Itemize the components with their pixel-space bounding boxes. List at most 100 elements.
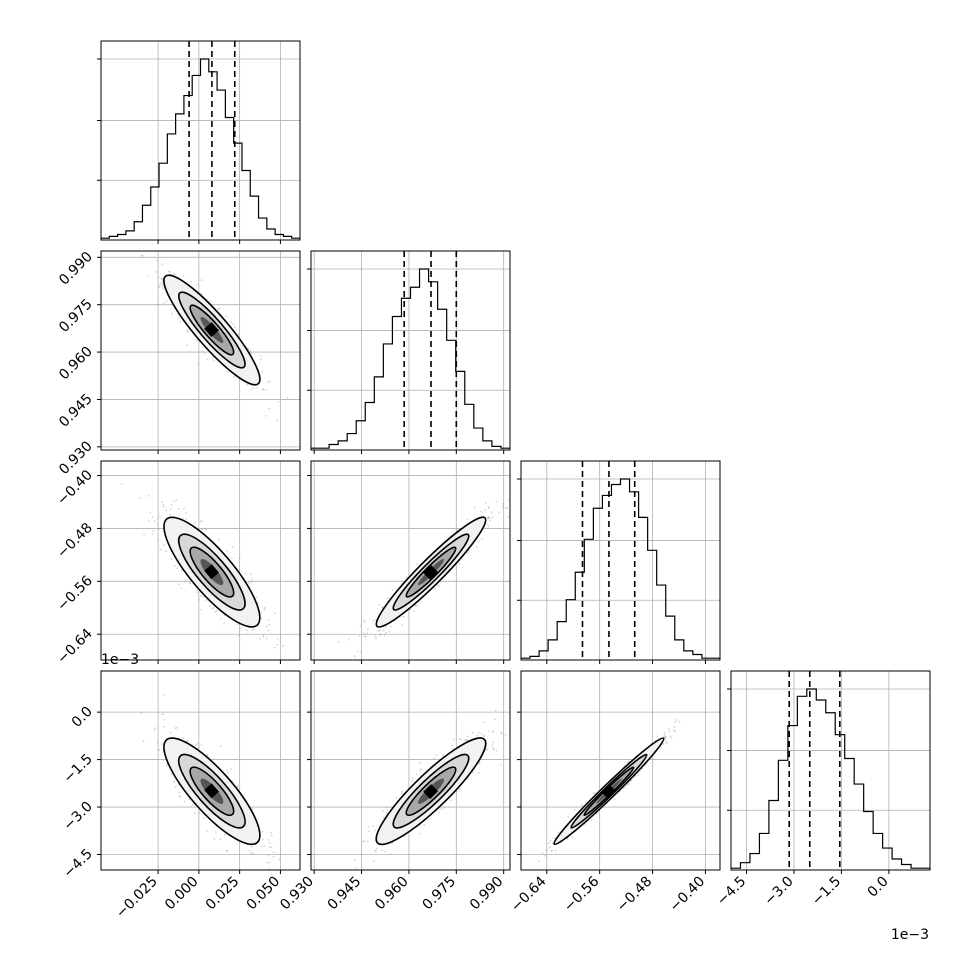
scatter-point	[165, 550, 168, 553]
scatter-point	[264, 389, 267, 391]
scatter-point	[416, 563, 419, 565]
scatter-point	[186, 331, 189, 333]
tick-label-y-1-3: 0.975	[56, 296, 96, 336]
scatter-point	[217, 308, 220, 310]
scatter-point	[358, 634, 361, 637]
scatter-point	[178, 316, 180, 319]
scatter-point	[191, 804, 194, 806]
scatter-point	[231, 546, 234, 549]
scatter-point	[464, 739, 467, 742]
scatter-point	[439, 808, 441, 810]
scatter-point	[436, 584, 439, 586]
scatter-point	[481, 733, 484, 736]
tick-label-y-2-3: −0.40	[54, 467, 96, 509]
scatter-point	[467, 550, 470, 552]
scatter-point	[258, 637, 261, 640]
scatter-point	[149, 512, 152, 514]
scatter-point	[161, 263, 164, 266]
scatter-point	[267, 381, 269, 384]
scatter-point	[498, 511, 500, 514]
scatter-point	[487, 516, 490, 518]
scatter-point	[402, 615, 405, 618]
scatter-point	[381, 606, 384, 608]
scatter-point	[420, 601, 423, 603]
scatter-point	[250, 388, 253, 391]
scatter-point	[249, 853, 252, 855]
scatter-point	[178, 791, 181, 794]
scatter-point	[276, 419, 279, 422]
scatter-point	[366, 628, 369, 630]
scatter-point	[512, 712, 514, 714]
scatter-point	[491, 744, 494, 746]
scatter-point	[656, 735, 659, 738]
scatter-point	[184, 512, 187, 514]
scatter-point	[156, 303, 159, 306]
scatter-point	[486, 516, 489, 519]
scatter-point	[290, 878, 292, 880]
scatter-point	[201, 350, 204, 353]
scatter-point	[270, 831, 272, 834]
scatter-point	[636, 774, 639, 777]
scatter-point	[194, 521, 197, 524]
contours-3-1	[375, 737, 487, 846]
scatter-point	[226, 769, 229, 771]
scatter-point	[263, 845, 266, 848]
scatter-point	[199, 520, 202, 523]
scatter-point	[219, 745, 222, 748]
scatter-point	[549, 839, 552, 842]
scatter-point	[484, 509, 486, 512]
scatter-point	[256, 386, 259, 389]
scatter-point	[160, 278, 163, 280]
scatter-point	[161, 743, 163, 745]
scatter-point	[230, 768, 233, 770]
scatter-point	[226, 550, 229, 552]
scatter-point	[175, 499, 178, 502]
scatter-point	[674, 720, 677, 723]
scatter-point	[282, 644, 284, 647]
scatter-point	[201, 520, 204, 523]
scatter-point	[260, 617, 263, 620]
scatter-point	[272, 855, 275, 858]
scatter-point	[452, 738, 455, 741]
scatter-point	[357, 650, 360, 653]
scatter-point	[416, 604, 418, 607]
tick-label-y-1-0: 0.930	[56, 438, 96, 478]
scatter-point	[466, 518, 469, 521]
panel-frame-2-2	[520, 460, 721, 661]
scatter-point	[197, 362, 200, 365]
scatter-point	[251, 577, 253, 580]
scatter-point	[486, 748, 488, 750]
scatter-point	[209, 300, 212, 303]
scatter-point	[489, 519, 492, 522]
scatter-point	[485, 749, 487, 751]
panel-frame-2-1	[310, 460, 511, 661]
scatter-point	[455, 790, 458, 793]
scatter-point	[662, 742, 665, 745]
scatter-point	[208, 605, 211, 608]
scatter-point	[487, 730, 490, 732]
histogram-1	[311, 268, 510, 450]
scatter-point	[362, 632, 365, 635]
scatter-point	[263, 608, 266, 611]
contours-2-0	[163, 516, 261, 628]
scatter-point	[232, 323, 235, 326]
scatter-point	[189, 582, 192, 585]
scatter-point	[364, 635, 366, 638]
scatter-point	[401, 791, 403, 793]
scatter-point	[551, 842, 554, 844]
scatter-point	[414, 604, 417, 607]
scatter-point	[225, 370, 228, 373]
scatter-point	[212, 607, 215, 609]
scatter-point	[200, 608, 202, 611]
scatter-point	[547, 842, 550, 844]
tick-label-x-1-0: 0.930	[277, 874, 317, 914]
scatter-point	[155, 271, 158, 273]
scatter-point	[500, 731, 502, 734]
scatter-point	[246, 383, 249, 386]
scatter-point	[262, 634, 265, 637]
scatter-point	[264, 606, 267, 609]
scatter-point	[418, 761, 421, 764]
scatter-point	[210, 607, 213, 610]
scatter-point	[163, 544, 165, 547]
scatter-point	[173, 272, 175, 275]
